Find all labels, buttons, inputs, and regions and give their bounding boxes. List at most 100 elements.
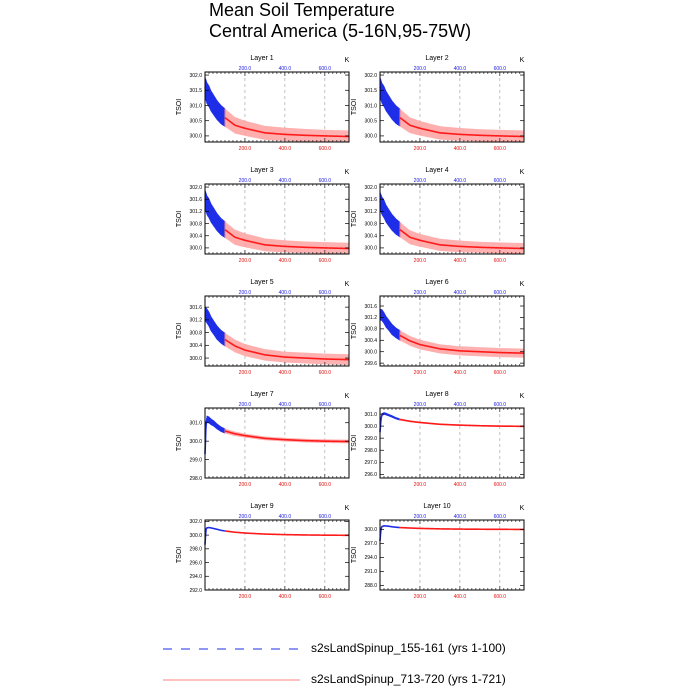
tick-label-y: 301.6 [364, 304, 377, 310]
tick-label-y: 291.0 [364, 569, 377, 575]
tick-label-x-bottom: 400.0 [279, 370, 292, 376]
panel-layer-10: 288.0 291.0 294.0 297.0 300.0 200.0 400.0 600.0… [351, 503, 525, 600]
tick-label-y: 302.0 [189, 73, 202, 79]
plot-frame [379, 295, 525, 367]
tick-label-x-top: 200.0 [239, 66, 252, 72]
series-run-b [224, 530, 350, 537]
tick-label-y: 300.0 [364, 134, 377, 140]
tick-label-y: 300.0 [189, 439, 202, 445]
series-mean-line [379, 525, 401, 542]
tick-label-y: 300.8 [364, 221, 377, 227]
tick-label-x-bottom: 600.0 [319, 370, 332, 376]
tick-label-y: 300.0 [189, 134, 202, 140]
tick-label-x-bottom: 200.0 [239, 370, 252, 376]
units-label: K [345, 57, 350, 64]
panel-layer-9: 292.0 294.0 296.0 298.0 300.0 302.0 200.0 400.0… [176, 503, 350, 600]
tick-label-y: 301.5 [364, 88, 377, 94]
tick-label-y: 300.0 [364, 527, 377, 533]
tick-label-y: 302.0 [364, 185, 377, 191]
tick-label-y: 298.0 [189, 476, 202, 482]
tick-label-y: 300.5 [364, 118, 377, 124]
tick-label-x-top: 400.0 [279, 66, 292, 72]
tick-label-y: 301.2 [364, 315, 377, 321]
series-run-a [204, 76, 226, 127]
panel-layer-7: 298.0 299.0 300.0 301.0 200.0 400.0 600.0 200.0… [176, 391, 350, 488]
series-run-b [399, 418, 525, 428]
tick-label-y: 300.0 [364, 350, 377, 356]
tick-label-x-bottom: 400.0 [279, 146, 292, 152]
tick-label-x-bottom: 600.0 [319, 146, 332, 152]
axis-label-y: TSOI [351, 435, 358, 451]
tick-label-y: 300.4 [189, 234, 202, 240]
tick-label-x-bottom: 200.0 [414, 482, 427, 488]
tick-label-y: 299.0 [364, 436, 377, 442]
tick-label-y: 300.0 [189, 356, 202, 362]
series-mean-line [399, 526, 524, 531]
series-run-a [204, 306, 226, 347]
tick-label-x-bottom: 400.0 [454, 146, 467, 152]
series-run-b [224, 332, 350, 366]
plot-frame [379, 407, 525, 479]
tick-label-x-top: 400.0 [454, 66, 467, 72]
series-mean-line [379, 313, 401, 337]
tick-label-x-bottom: 600.0 [319, 258, 332, 264]
axis-label-y: TSOI [351, 323, 358, 339]
tick-label-y: 301.2 [364, 209, 377, 215]
tick-label-y: 294.0 [189, 574, 202, 580]
tick-label-y: 301.6 [364, 197, 377, 203]
legend-label-run-a: s2sLandSpinup_155-161 (yrs 1-100) [311, 641, 506, 655]
series-run-a [204, 526, 226, 545]
tick-label-x-bottom: 400.0 [454, 482, 467, 488]
series-mean-line [204, 313, 226, 341]
tick-label-y: 302.0 [189, 519, 202, 525]
axis-label-y: TSOI [351, 99, 358, 115]
tick-label-y: 298.0 [189, 547, 202, 553]
panel-title: Layer 6 [425, 279, 448, 286]
tick-label-x-bottom: 400.0 [279, 594, 292, 600]
tick-label-y: 300.0 [364, 424, 377, 430]
series-mean-line [379, 412, 401, 433]
tick-label-x-top: 600.0 [319, 66, 332, 72]
tick-label-x-top: 200.0 [414, 178, 427, 184]
tick-label-y: 300.8 [189, 221, 202, 227]
units-label: K [520, 281, 525, 288]
tick-label-x-top: 400.0 [279, 290, 292, 296]
tick-label-x-top: 200.0 [414, 402, 427, 408]
tick-label-y: 296.0 [364, 472, 377, 478]
units-label: K [345, 393, 350, 400]
tick-label-y: 294.0 [364, 555, 377, 561]
panel-layer-4: 300.0 300.4 300.8 301.2 301.6 302.0 200.0 400.0… [351, 167, 525, 264]
panel-title: Layer 10 [423, 503, 450, 510]
tick-label-x-top: 600.0 [319, 402, 332, 408]
series-mean-line [399, 229, 524, 250]
tick-label-y: 301.2 [189, 209, 202, 215]
series-run-a [379, 525, 401, 542]
tick-label-x-top: 600.0 [494, 178, 507, 184]
tick-label-x-bottom: 200.0 [414, 370, 427, 376]
tick-label-x-top: 600.0 [319, 514, 332, 520]
tick-label-x-top: 200.0 [414, 514, 427, 520]
tick-label-y: 300.5 [189, 118, 202, 124]
tick-label-x-top: 600.0 [494, 402, 507, 408]
tick-label-y: 301.0 [364, 103, 377, 109]
series-mean-line [204, 526, 226, 545]
series-mean-line [224, 338, 349, 361]
tick-label-x-top: 200.0 [239, 178, 252, 184]
tick-label-x-bottom: 600.0 [319, 594, 332, 600]
tick-label-x-top: 600.0 [494, 66, 507, 72]
tick-label-x-top: 200.0 [239, 402, 252, 408]
series-run-a [379, 308, 401, 341]
tick-label-x-bottom: 600.0 [494, 482, 507, 488]
series-mean-line [224, 430, 349, 443]
units-label: K [520, 169, 525, 176]
tick-label-x-top: 400.0 [454, 402, 467, 408]
tick-label-x-top: 600.0 [494, 290, 507, 296]
units-label: K [520, 393, 525, 400]
tick-label-x-bottom: 400.0 [454, 594, 467, 600]
series-mean-line [224, 530, 349, 537]
tick-label-y: 301.2 [189, 318, 202, 324]
tick-label-x-top: 600.0 [319, 290, 332, 296]
units-label: K [520, 57, 525, 64]
tick-label-y: 302.0 [189, 185, 202, 191]
tick-label-x-bottom: 200.0 [239, 482, 252, 488]
